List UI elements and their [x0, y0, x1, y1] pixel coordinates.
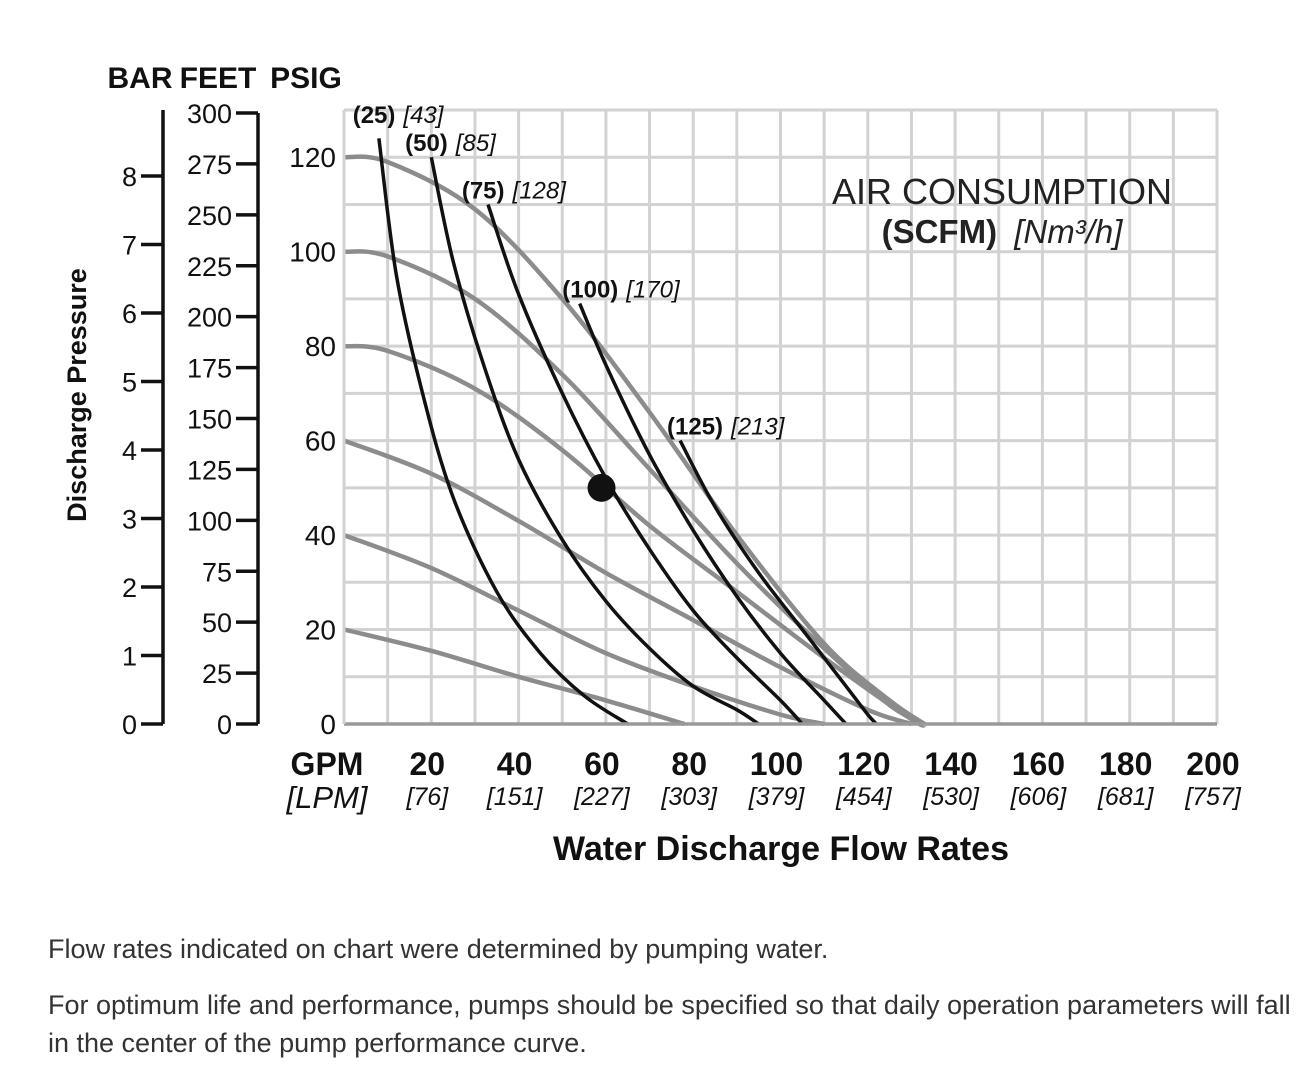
x-unit-label: GPM — [291, 746, 364, 782]
air-curve-label-scfm: (75) — [462, 177, 505, 204]
air-curve-label: (25) [43] — [353, 102, 445, 129]
y-axis-title: Discharge Pressure — [62, 268, 92, 522]
feet-tick-label: 225 — [187, 252, 232, 282]
air-curve-label-scfm: (25) — [353, 102, 396, 129]
x-alt-tick-label: [151] — [486, 783, 544, 811]
psig-tick-label: 40 — [305, 520, 336, 551]
air-curve — [486, 203, 804, 726]
bar-tick-label: 7 — [122, 230, 137, 260]
air-consumption-title: AIR CONSUMPTION — [832, 171, 1172, 212]
air-curve — [377, 138, 629, 726]
air-curve-label: (100) [170] — [562, 277, 681, 304]
pressure-curve — [343, 438, 913, 727]
air-curve-label-nm3h: [128] — [512, 177, 568, 204]
air-curve-label-scfm: (100) — [562, 277, 618, 304]
feet-tick-label: 25 — [202, 659, 232, 689]
bar-axis-label: BAR — [108, 62, 173, 95]
x-axis-title: Water Discharge Flow Rates — [553, 830, 1009, 868]
pressure-curve — [343, 627, 686, 727]
x-tick-label: 140 — [924, 746, 977, 782]
x-tick-label: 160 — [1012, 746, 1065, 782]
feet-tick-label: 50 — [202, 608, 232, 638]
air-curve-label: (75) [128] — [462, 177, 567, 204]
feet-tick-label: 200 — [187, 303, 232, 333]
note-optimum-life: For optimum life and performance, pumps … — [48, 990, 1291, 1058]
air-curve — [678, 439, 878, 726]
x-tick-label: 120 — [837, 746, 890, 782]
x-alt-tick-label: [606] — [1010, 783, 1068, 811]
x-alt-unit-label: [LPM] — [286, 780, 369, 815]
bar-tick-label: 2 — [122, 573, 137, 603]
air-curve — [429, 156, 760, 726]
x-alt-tick-label: [227] — [573, 783, 631, 811]
x-alt-tick-label: [681] — [1097, 783, 1155, 811]
air-curve — [578, 302, 848, 726]
x-alt-tick-label: [454] — [835, 783, 893, 811]
air-curve-label-nm3h: [213] — [730, 414, 786, 441]
feet-tick-label: 300 — [187, 99, 232, 129]
feet-tick-label: 150 — [187, 405, 232, 435]
psig-tick-label: 20 — [305, 615, 336, 646]
chart-grid — [344, 108, 1219, 724]
feet-axis-label: FEET — [180, 62, 257, 95]
x-tick-label: 200 — [1186, 746, 1239, 782]
air-consumption-units-scfm: (SCFM) — [882, 213, 997, 250]
x-tick-label: 20 — [410, 746, 446, 782]
pressure-curves — [343, 154, 927, 728]
x-tick-label: 40 — [497, 746, 533, 782]
x-tick-label: 80 — [671, 746, 707, 782]
bar-tick-label: 1 — [122, 641, 137, 671]
x-alt-tick-label: [303] — [660, 783, 718, 811]
x-alt-tick-label: [530] — [922, 783, 980, 811]
bar-tick-label: 0 — [122, 710, 137, 740]
chart-axes — [141, 110, 1217, 726]
feet-tick-label: 0 — [217, 710, 232, 740]
bar-tick-label: 5 — [122, 367, 137, 397]
feet-tick-label: 75 — [202, 557, 232, 587]
psig-tick-label: 80 — [305, 331, 336, 362]
pressure-curve — [343, 532, 825, 727]
air-consumption-curves: (25) [43](50) [85] (75) [128] (100) [170] (125)… — [353, 102, 878, 726]
air-curve-label: (50) [85] — [405, 130, 497, 157]
bar-tick-label: 4 — [122, 436, 137, 466]
bar-tick-label: 8 — [122, 162, 137, 192]
feet-tick-label: 250 — [187, 201, 232, 231]
chart-labels: 0204060801001200255075100125150175200225… — [108, 62, 1242, 815]
feet-tick-label: 100 — [187, 506, 232, 536]
bar-tick-label: 3 — [122, 504, 137, 534]
air-curve-label-nm3h: [43] — [402, 102, 444, 129]
air-curve-label-scfm: (125) — [667, 414, 723, 441]
note-flow-rates: Flow rates indicated on chart were deter… — [48, 934, 829, 964]
x-tick-label: 60 — [584, 746, 620, 782]
psig-axis-label: PSIG — [270, 62, 342, 95]
pump-performance-chart: (25) [43](50) [85] (75) [128] (100) [170] (125)… — [62, 62, 1242, 868]
psig-tick-label: 120 — [289, 142, 336, 173]
air-curve-label-nm3h: [170] — [625, 277, 681, 304]
air-consumption-units: (SCFM) [Nm³/h] — [882, 213, 1124, 250]
air-consumption-units-nm3h: [Nm³/h] — [1013, 213, 1123, 250]
feet-tick-label: 275 — [187, 150, 232, 180]
air-curve-label: (125) [213] — [667, 414, 786, 441]
x-alt-tick-label: [379] — [748, 783, 806, 811]
pressure-curve — [343, 249, 926, 727]
operating-point — [587, 473, 616, 502]
x-tick-label: 100 — [750, 746, 803, 782]
air-curve-label-nm3h: [85] — [455, 130, 497, 157]
x-alt-tick-label: [757] — [1184, 783, 1242, 811]
psig-tick-label: 100 — [289, 237, 336, 268]
bar-tick-label: 6 — [122, 299, 137, 329]
feet-tick-label: 125 — [187, 455, 232, 485]
psig-tick-label: 60 — [305, 426, 336, 457]
psig-tick-label: 0 — [320, 709, 336, 740]
air-curve-label-scfm: (50) — [405, 130, 448, 157]
feet-tick-label: 175 — [187, 354, 232, 384]
pressure-curve — [343, 154, 926, 726]
x-tick-label: 180 — [1099, 746, 1152, 782]
x-alt-tick-label: [76] — [405, 783, 449, 811]
